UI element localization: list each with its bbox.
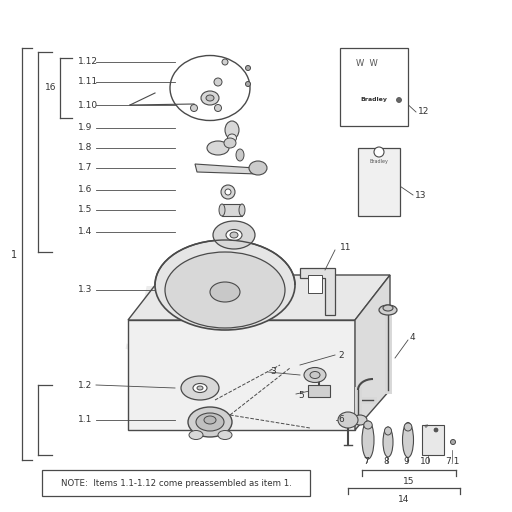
Bar (308, 275, 322, 293)
Text: 16: 16 (45, 83, 56, 93)
Ellipse shape (224, 138, 236, 148)
Text: 11: 11 (340, 244, 352, 252)
Ellipse shape (362, 421, 374, 459)
Text: 13: 13 (415, 190, 426, 200)
Text: 6: 6 (338, 416, 344, 424)
Text: 7.1: 7.1 (445, 458, 459, 466)
Ellipse shape (193, 383, 207, 393)
Ellipse shape (181, 376, 219, 400)
Ellipse shape (304, 368, 326, 382)
Bar (222, 204, 242, 216)
Text: 3: 3 (270, 368, 276, 376)
Text: 1.3: 1.3 (78, 286, 92, 294)
Text: NOTE:  Items 1.1-1.12 come preassembled as item 1.: NOTE: Items 1.1-1.12 come preassembled a… (60, 479, 291, 487)
Ellipse shape (230, 232, 238, 238)
Ellipse shape (196, 413, 224, 431)
Ellipse shape (396, 97, 401, 102)
Ellipse shape (201, 91, 219, 105)
Bar (340, 48, 408, 126)
Ellipse shape (374, 147, 384, 157)
Text: 1.5: 1.5 (78, 205, 92, 215)
Ellipse shape (155, 240, 295, 330)
Text: 1.1: 1.1 (78, 416, 92, 424)
Ellipse shape (214, 78, 222, 86)
Ellipse shape (353, 415, 367, 425)
Ellipse shape (165, 252, 285, 328)
Ellipse shape (204, 416, 216, 424)
Text: 1: 1 (11, 250, 17, 260)
Polygon shape (355, 275, 390, 430)
Text: 4: 4 (410, 333, 416, 343)
Ellipse shape (383, 427, 393, 457)
Text: KHY: KHY (138, 284, 262, 336)
Ellipse shape (219, 204, 225, 216)
Ellipse shape (225, 189, 231, 195)
Text: Bradley: Bradley (360, 97, 388, 102)
Ellipse shape (379, 305, 397, 315)
Bar (358, 148, 400, 216)
Ellipse shape (402, 422, 414, 458)
Text: 12: 12 (418, 108, 430, 117)
Ellipse shape (197, 386, 203, 390)
Ellipse shape (189, 431, 203, 439)
Ellipse shape (245, 81, 250, 87)
Ellipse shape (210, 282, 240, 302)
Text: 1.9: 1.9 (78, 123, 92, 133)
Text: 7: 7 (363, 458, 369, 466)
Text: 1.12: 1.12 (78, 57, 98, 67)
Polygon shape (128, 320, 355, 430)
Ellipse shape (310, 372, 320, 378)
Text: 8: 8 (383, 458, 389, 466)
Ellipse shape (213, 221, 255, 249)
Ellipse shape (190, 104, 198, 112)
Text: 1.7: 1.7 (78, 163, 92, 173)
Text: 1.10: 1.10 (78, 100, 98, 110)
Text: 1.11: 1.11 (78, 77, 98, 87)
Ellipse shape (188, 407, 232, 437)
Ellipse shape (225, 121, 239, 139)
Ellipse shape (236, 149, 244, 161)
Ellipse shape (239, 204, 245, 216)
Ellipse shape (451, 439, 456, 444)
Ellipse shape (218, 431, 232, 439)
Ellipse shape (434, 428, 438, 432)
Ellipse shape (227, 134, 237, 142)
Text: 1.8: 1.8 (78, 143, 92, 153)
Ellipse shape (249, 161, 267, 175)
Ellipse shape (338, 412, 358, 428)
Ellipse shape (383, 305, 393, 311)
Ellipse shape (206, 95, 214, 101)
Bar (308, 385, 330, 397)
Text: #: # (424, 424, 429, 430)
Ellipse shape (404, 423, 412, 431)
Text: 10: 10 (420, 458, 432, 466)
Ellipse shape (215, 104, 222, 112)
Text: 1.6: 1.6 (78, 185, 92, 195)
Ellipse shape (222, 59, 228, 65)
Ellipse shape (226, 229, 242, 241)
Text: 2: 2 (338, 351, 344, 359)
Text: W  W: W W (356, 59, 378, 69)
Polygon shape (128, 275, 390, 320)
Bar (422, 425, 444, 455)
Ellipse shape (207, 141, 229, 155)
Ellipse shape (385, 427, 392, 435)
Text: Bradley: Bradley (370, 160, 389, 164)
Ellipse shape (221, 185, 235, 199)
Text: SUPPLY: SUPPLY (124, 323, 276, 357)
Text: 1.4: 1.4 (78, 227, 92, 237)
Text: 5: 5 (298, 391, 304, 399)
Bar (42, 470, 310, 496)
Ellipse shape (245, 66, 250, 71)
Polygon shape (300, 268, 335, 315)
Text: 9: 9 (403, 458, 409, 466)
Text: 1.2: 1.2 (78, 380, 92, 390)
Polygon shape (195, 164, 258, 174)
Text: 14: 14 (398, 496, 410, 504)
Text: 15: 15 (403, 478, 415, 486)
Ellipse shape (364, 421, 372, 429)
